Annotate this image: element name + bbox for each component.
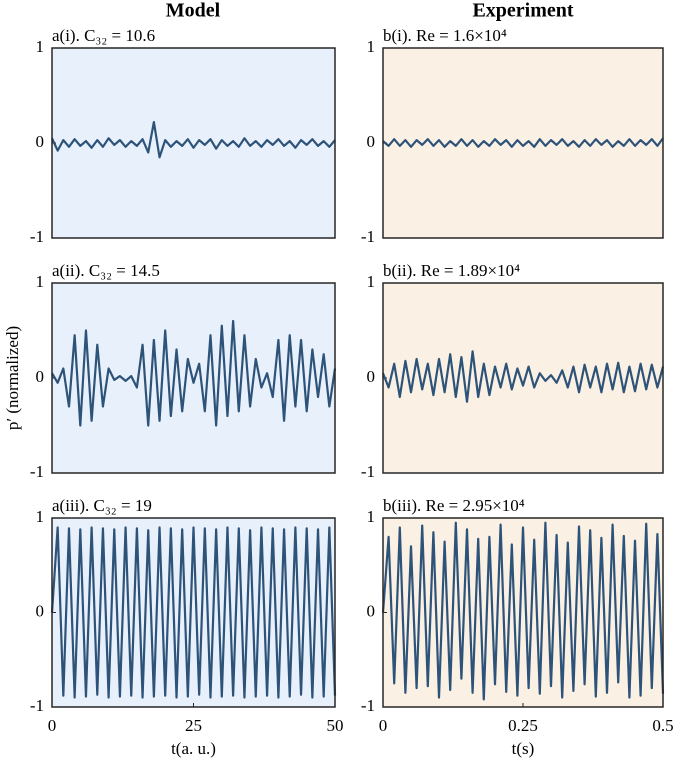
- plot-frame: [382, 517, 664, 708]
- y-tick-label: -1: [30, 462, 44, 481]
- y-tick-label: 1: [367, 272, 376, 291]
- y-tick-label: -1: [30, 227, 44, 246]
- y-tick-label: -1: [361, 696, 375, 715]
- panel-title: b(iii). Re = 2.95×10⁴: [383, 496, 525, 515]
- plot-frame: [51, 517, 336, 708]
- x-tick-label: 25: [185, 716, 202, 735]
- x-tick-label: 50: [327, 716, 344, 735]
- plot-frame: [51, 282, 336, 474]
- panel-title: b(ii). Re = 1.89×10⁴: [383, 261, 520, 280]
- y-axis-label: p′ (normalized): [3, 326, 22, 430]
- column-title: Experiment: [472, 0, 573, 22]
- panel-title: b(i). Re = 1.6×10⁴: [383, 26, 507, 45]
- panel-title: a(i). C₃₂ = 10.6: [52, 26, 155, 45]
- y-tick-label: 1: [367, 37, 376, 56]
- x-tick-label: 0: [379, 716, 388, 735]
- y-tick-label: 1: [36, 507, 45, 526]
- plot-frame: [382, 47, 664, 239]
- signal-line: [51, 121, 336, 159]
- y-tick-label: 0: [367, 367, 376, 386]
- y-tick-label: 0: [367, 132, 376, 151]
- x-tick-label: 0.25: [508, 716, 538, 735]
- panel-title: a(ii). C₃₂ = 14.5: [52, 261, 160, 280]
- column-title: Model: [166, 0, 221, 22]
- signal-line: [381, 521, 665, 701]
- y-tick-label: 0: [36, 132, 45, 151]
- y-tick-label: 1: [36, 272, 45, 291]
- x-tick-label: 0: [48, 716, 57, 735]
- plot-frame: [51, 47, 336, 239]
- panel-title: a(iii). C₃₂ = 19: [52, 496, 152, 515]
- signal-line: [381, 350, 665, 403]
- y-tick-label: -1: [361, 462, 375, 481]
- y-tick-label: 0: [36, 367, 45, 386]
- y-tick-label: 1: [36, 37, 45, 56]
- y-tick-label: -1: [361, 227, 375, 246]
- y-tick-label: 0: [367, 601, 376, 620]
- signal-line: [50, 526, 337, 699]
- signal-line: [51, 319, 337, 427]
- x-axis-label: t(a. u.): [171, 739, 216, 758]
- plot-frame: [382, 282, 664, 474]
- y-tick-label: 1: [367, 507, 376, 526]
- x-axis-label: t(s): [512, 739, 535, 758]
- signal-line: [382, 137, 664, 148]
- y-tick-label: -1: [30, 696, 44, 715]
- x-tick-label: 0.5: [652, 716, 673, 735]
- y-tick-label: 0: [36, 601, 45, 620]
